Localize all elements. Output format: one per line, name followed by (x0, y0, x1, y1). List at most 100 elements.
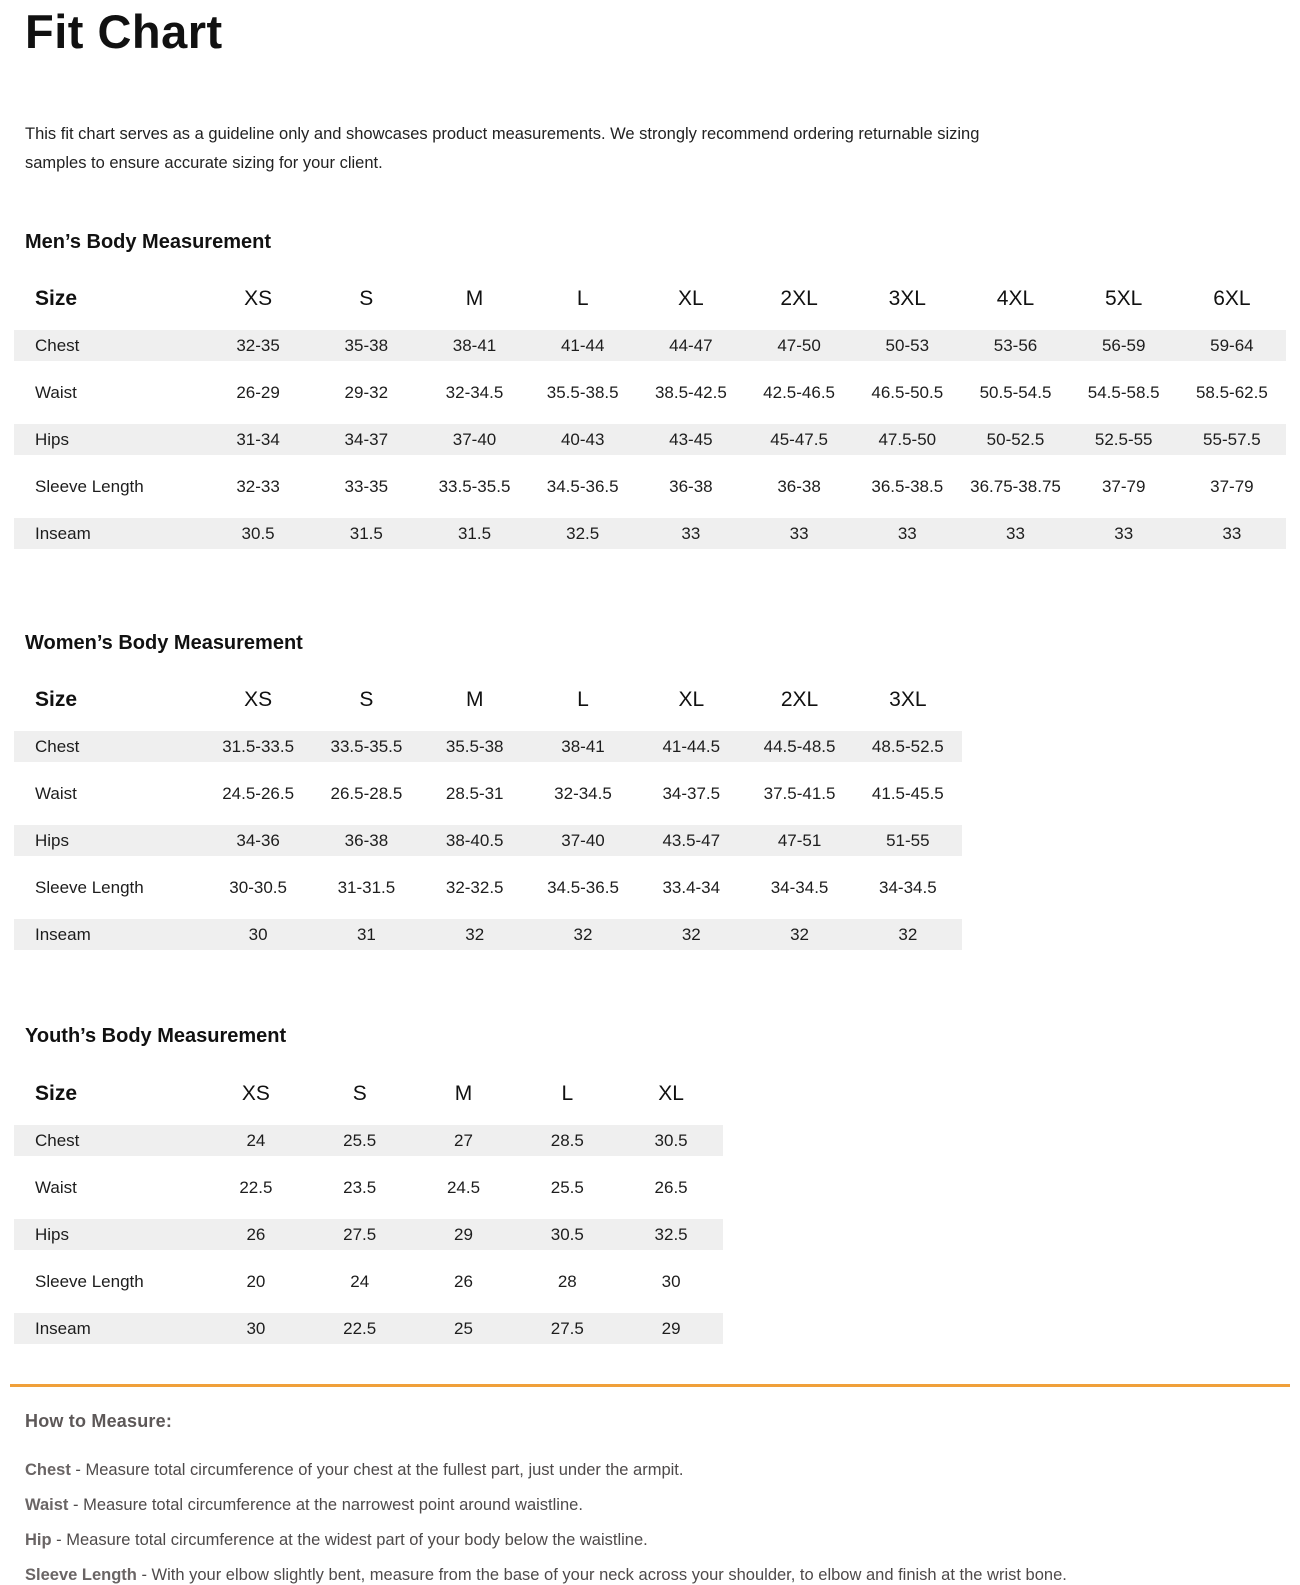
table-cell: 31-31.5 (337, 877, 396, 897)
size-header-4xl: 4XL (996, 287, 1035, 310)
how-to-item-text: - With your elbow slightly bent, measure… (136, 1566, 1067, 1584)
table-cell: 32-35 (236, 335, 280, 355)
table-cell: 34-37.5 (662, 783, 721, 803)
table-cell: 35-38 (344, 335, 389, 355)
table-cell: 33 (1222, 523, 1242, 543)
row-label: Sleeve Length (35, 1271, 144, 1291)
table-cell: 33.5-35.5 (438, 476, 511, 496)
table-cell: 27 (454, 1130, 473, 1150)
womens-measurement-section: Women’s Body Measurement Size XS S M L XL 2XL 3… (0, 631, 1300, 958)
table-cell: 33.5-35.5 (330, 736, 403, 756)
youths-measurement-table: Size XS S M L XL Chest 24 25.5 27 28.5 30.5 Waist 22.… (14, 1070, 723, 1352)
row-label: Chest (35, 736, 80, 756)
table-cell: 33 (1114, 523, 1134, 543)
row-label: Inseam (35, 1318, 91, 1338)
how-to-item-sleeve-length: Sleeve Length - With your elbow slightly… (25, 1565, 1300, 1585)
table-row-waist: Waist 26-29 29-32 32-34.5 35.5-38.5 38.5-42.5… (14, 369, 1286, 416)
table-cell: 34-34.5 (770, 877, 829, 897)
table-cell: 31 (356, 924, 376, 944)
size-header-m: M (465, 287, 484, 310)
table-cell: 32-32.5 (445, 877, 504, 897)
how-to-measure-heading: How to Measure: (25, 1411, 173, 1431)
table-row-hips: Hips 26 27.5 29 30.5 32.5 (14, 1211, 723, 1258)
table-cell: 31.5-33.5 (222, 736, 295, 756)
table-cell: 32.5 (654, 1224, 688, 1244)
table-cell: 51-55 (886, 830, 930, 850)
table-cell: 32-34.5 (554, 783, 612, 803)
table-cell: 24 (350, 1271, 370, 1291)
table-cell: 47-51 (777, 830, 822, 850)
table-cell: 35.5-38 (445, 736, 504, 756)
table-cell: 29 (661, 1318, 681, 1338)
table-cell: 33.4-34 (662, 877, 721, 897)
size-column-header: Size (35, 1081, 78, 1105)
table-cell: 59-64 (1210, 335, 1254, 355)
row-label: Hips (35, 429, 70, 449)
how-to-item-label: Sleeve Length (25, 1566, 137, 1584)
table-cell: 37.5-41.5 (763, 783, 836, 803)
row-label: Chest (35, 1130, 80, 1150)
table-cell: 30 (248, 924, 268, 944)
how-to-item-hip: Hip - Measure total circumference at the… (25, 1530, 1300, 1550)
table-cell: 41-44 (560, 335, 605, 355)
table-cell: 32.5 (566, 523, 600, 543)
table-cell: 33 (789, 523, 809, 543)
table-cell: 30.5 (241, 523, 275, 543)
size-header-l: L (577, 688, 589, 711)
table-cell: 33-35 (344, 476, 389, 496)
table-cell: 22.5 (343, 1318, 377, 1338)
table-cell: 32-33 (236, 476, 280, 496)
size-header-xl: XL (658, 1081, 684, 1105)
table-cell: 50.5-54.5 (979, 382, 1052, 402)
table-row-inseam: Inseam 30 31 32 32 32 32 32 (14, 911, 962, 958)
table-cell: 36-38 (344, 830, 389, 850)
table-row-waist: Waist 24.5-26.5 26.5-28.5 28.5-31 32-34.5 34-… (14, 770, 962, 817)
table-row-hips: Hips 34-36 36-38 38-40.5 37-40 43.5-47 47-51 51… (14, 817, 962, 864)
youths-measurement-section: Youth’s Body Measurement Size XS S M L XL Ches… (0, 1024, 1300, 1352)
how-to-item-text: - Measure total circumference at the nar… (68, 1496, 583, 1514)
table-row-sleeve-length: Sleeve Length 20 24 26 28 30 (14, 1258, 723, 1305)
table-row-hips: Hips 31-34 34-37 37-40 40-43 43-45 45-47.5 47.5… (14, 416, 1286, 463)
size-header-s: S (352, 1081, 367, 1105)
row-label: Waist (35, 1177, 77, 1197)
table-cell: 30.5 (654, 1130, 688, 1150)
table-row-chest: Chest 31.5-33.5 33.5-35.5 35.5-38 38-41 41-44… (14, 723, 962, 770)
table-cell: 32 (790, 924, 810, 944)
table-cell: 50-53 (885, 335, 930, 355)
table-row-inseam: Inseam 30.5 31.5 31.5 32.5 33 33 33 33 33 33 (14, 510, 1286, 557)
table-cell: 33 (681, 523, 701, 543)
size-header-5xl: 5XL (1105, 287, 1143, 310)
table-cell: 27.5 (343, 1224, 377, 1244)
size-header-m: M (465, 688, 484, 711)
how-to-item-label: Hip (25, 1531, 52, 1549)
row-label: Sleeve Length (35, 877, 144, 897)
table-cell: 32 (898, 924, 918, 944)
size-header-s: S (359, 688, 374, 711)
table-cell: 26.5 (654, 1177, 688, 1197)
row-label: Inseam (35, 523, 91, 543)
how-to-measure-section: How to Measure: Chest - Measure total ci… (25, 1411, 1300, 1585)
mens-measurement-table: Size XS S M L XL 2XL 3XL 4XL 5XL 6XL Chest 32-35 35-3… (14, 276, 1286, 557)
table-cell: 37-79 (1101, 476, 1146, 496)
youths-section-title: Youth’s Body Measurement (25, 1025, 287, 1047)
table-cell: 43-45 (669, 429, 713, 449)
table-row-waist: Waist 22.5 23.5 24.5 25.5 26.5 (14, 1164, 723, 1211)
how-to-item-waist: Waist - Measure total circumference at t… (25, 1495, 1300, 1515)
womens-measurement-table: Size XS S M L XL 2XL 3XL Chest 31.5-33.5 33.5-35.5… (14, 677, 962, 958)
table-cell: 34-34.5 (879, 877, 937, 897)
row-label: Hips (35, 1224, 70, 1244)
table-cell: 36.75-38.75 (970, 476, 1061, 496)
size-header-3xl: 3XL (889, 688, 927, 711)
table-cell: 38-40.5 (445, 830, 504, 850)
table-cell: 41.5-45.5 (871, 783, 944, 803)
row-label: Waist (35, 382, 77, 402)
table-cell: 44.5-48.5 (763, 736, 836, 756)
table-cell: 55-57.5 (1203, 429, 1261, 449)
table-cell: 28.5-31 (445, 783, 504, 803)
table-cell: 53-56 (993, 335, 1038, 355)
table-cell: 33 (897, 523, 917, 543)
table-cell: 28 (557, 1271, 577, 1291)
table-cell: 56-59 (1101, 335, 1146, 355)
table-cell: 29-32 (344, 382, 389, 402)
table-cell: 24.5-26.5 (222, 783, 295, 803)
